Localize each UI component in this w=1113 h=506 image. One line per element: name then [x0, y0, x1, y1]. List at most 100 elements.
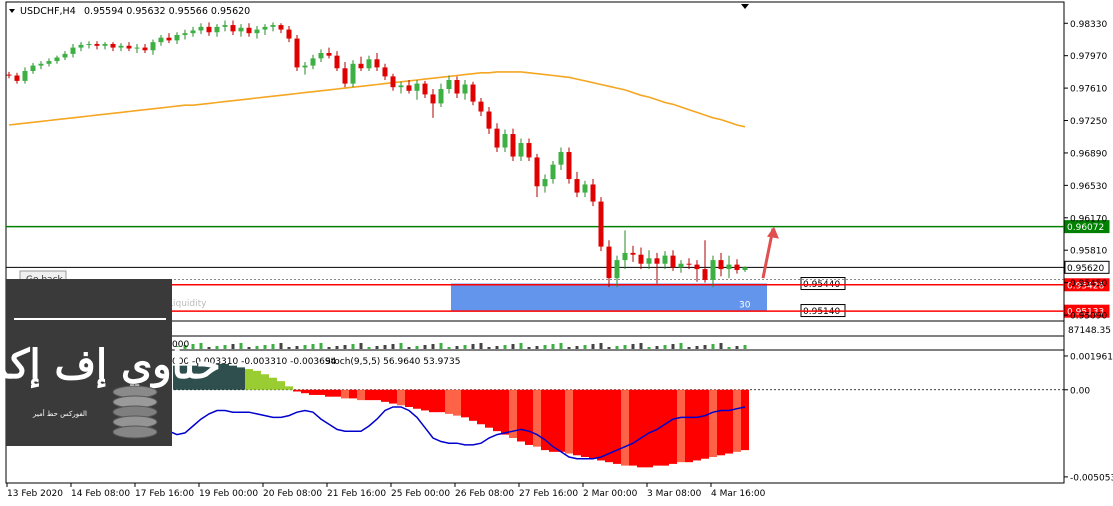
price-tick-label-4: 0.96890	[1070, 149, 1107, 159]
histogram-bar-58	[469, 389, 477, 421]
histogram-bar-27	[221, 363, 229, 390]
volume-bar-90	[727, 347, 731, 349]
candle-body-47	[382, 67, 388, 77]
histogram-bar-33	[269, 377, 277, 390]
volume-bar-37	[303, 345, 307, 349]
candle-body-64	[518, 143, 524, 157]
histogram-bar-90	[725, 389, 733, 454]
candle-body-48	[390, 76, 396, 88]
candle-body-56	[454, 79, 460, 94]
volume-bar-91	[735, 346, 739, 349]
volume-bar-86	[695, 346, 699, 349]
candle-body-53	[430, 94, 436, 104]
candle-body-1	[14, 75, 20, 81]
histogram-bar-46	[373, 389, 381, 401]
histogram-bar-60	[485, 389, 493, 428]
volume-bar-53	[431, 344, 435, 349]
candle-body-55	[446, 79, 452, 90]
candle-body-46	[374, 59, 380, 68]
volume-bar-84	[679, 343, 683, 349]
current-price-tag	[1064, 260, 1110, 274]
time-label-3: 19 Feb 00:00	[199, 489, 258, 499]
candle-body-32	[262, 26, 268, 30]
volume-bar-54	[439, 343, 443, 349]
histogram-bar-21	[173, 365, 181, 390]
volume-bar-43	[351, 344, 355, 349]
volume-bar-85	[687, 347, 691, 349]
histogram-bar-69	[557, 389, 565, 452]
volume-bar-80	[647, 347, 651, 349]
candle-body-33	[270, 25, 276, 27]
candle-body-9	[78, 44, 84, 48]
histogram-bar-24	[197, 363, 205, 390]
time-label-5: 21 Feb 16:00	[327, 489, 386, 499]
histogram-bar-36	[293, 389, 301, 392]
liquidity-zone	[451, 283, 767, 311]
candle-body-8	[70, 47, 76, 54]
liquidity-text: Liquidity	[168, 299, 207, 309]
volume-bar-77	[623, 345, 627, 349]
candle-body-28	[230, 25, 236, 32]
zone-top-box	[800, 277, 846, 291]
candle-body-3	[30, 65, 36, 71]
volume-bar-22	[183, 345, 187, 349]
price-tick-label-1: 0.97970	[1070, 52, 1107, 62]
symbol-dropdown-icon[interactable]	[9, 9, 15, 13]
candle-body-71	[574, 179, 580, 193]
volume-bar-25	[207, 347, 211, 349]
volume-bar-46	[375, 346, 379, 349]
price-tick-label-9: 0.95090	[1070, 312, 1107, 322]
volume-bar-82	[663, 345, 667, 349]
candle-body-30	[246, 27, 252, 34]
time-label-1: 14 Feb 08:00	[71, 489, 130, 499]
histogram-bar-30	[245, 369, 253, 390]
volume-bar-87	[703, 345, 707, 349]
current-price-label: 0.95620	[1067, 264, 1104, 274]
candle-body-27	[222, 25, 228, 27]
volume-bar-29	[239, 343, 243, 349]
volume-bar-26	[215, 346, 219, 349]
candle-body-24	[198, 26, 204, 31]
volume-bar-49	[399, 343, 403, 349]
histogram-bar-52	[421, 389, 429, 411]
volume-bar-50	[407, 347, 411, 349]
histogram-bar-53	[429, 389, 437, 413]
histogram-bar-54	[437, 389, 445, 413]
histogram-bar-64	[517, 389, 525, 442]
candle-body-92	[742, 267, 748, 271]
volume-bar-41	[335, 346, 339, 349]
candle-body-19	[158, 37, 164, 43]
candle-body-42	[342, 68, 348, 84]
logo-arabic-text: حناوي إف إكس	[0, 341, 221, 389]
histogram-bar-79	[637, 389, 645, 468]
volume-bar-38	[311, 344, 315, 349]
volume-bar-60	[487, 347, 491, 349]
candle-body-17	[142, 47, 148, 51]
candle-body-0	[6, 74, 12, 76]
histogram-bar-55	[445, 389, 453, 414]
histogram-bar-65	[525, 389, 533, 445]
time-label-2: 17 Feb 16:00	[135, 489, 194, 499]
histogram-bar-25	[205, 363, 213, 390]
candle-body-59	[478, 101, 484, 112]
candle-body-43	[350, 63, 356, 84]
histogram-bar-39	[317, 389, 325, 395]
candle-body-74	[598, 201, 604, 247]
candle-body-22	[182, 33, 188, 35]
histogram-bar-29	[237, 367, 245, 390]
candle-body-61	[494, 128, 500, 148]
candle-body-38	[310, 58, 316, 66]
red-level-lower-tag	[1064, 304, 1110, 318]
chart-shift-marker[interactable]	[741, 4, 749, 9]
volume-bar-71	[575, 346, 579, 349]
candle-body-65	[526, 143, 532, 158]
histogram-bar-78	[629, 389, 637, 466]
histogram-bar-82	[661, 389, 669, 466]
candle-body-67	[542, 179, 548, 187]
candle-body-2	[22, 70, 28, 81]
volume-bar-88	[711, 344, 715, 349]
candle-body-51	[414, 83, 420, 91]
red-level-upper-label: 0.95426	[1067, 281, 1104, 291]
